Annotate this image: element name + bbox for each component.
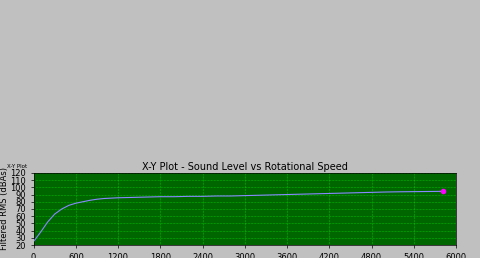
Y-axis label: Filtered RMS (dBAs): Filtered RMS (dBAs) — [0, 167, 9, 251]
Text: X-Y Plot: X-Y Plot — [7, 164, 27, 169]
Title: X-Y Plot - Sound Level vs Rotational Speed: X-Y Plot - Sound Level vs Rotational Spe… — [142, 162, 348, 172]
